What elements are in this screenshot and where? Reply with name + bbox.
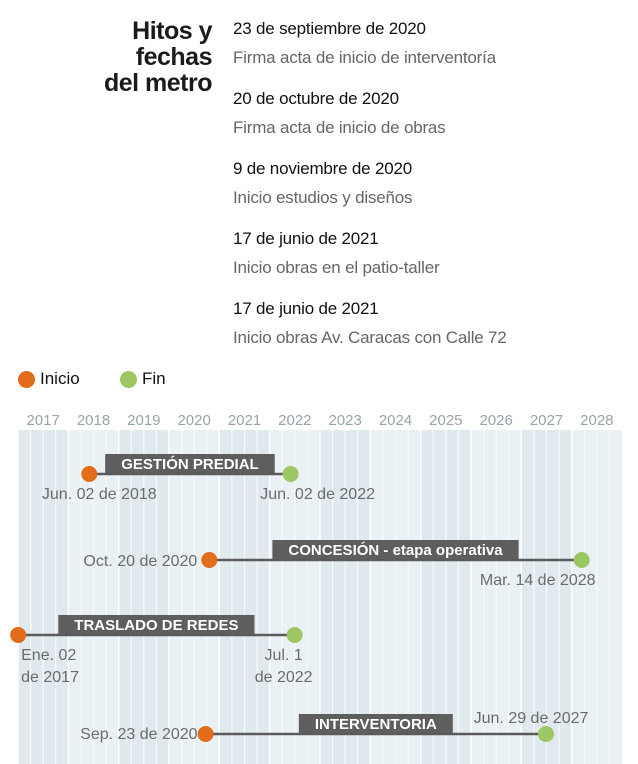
end-date-label: Jun. 29 de 2027: [474, 710, 589, 727]
year-tick-label: 2028: [580, 412, 613, 429]
year-tick-label: 2026: [479, 412, 512, 429]
end-date-label: Mar. 14 de 2028: [480, 572, 596, 589]
task-label-background: [105, 454, 275, 473]
end-dot: [573, 552, 590, 568]
end-dot: [286, 627, 303, 643]
end-dot: [538, 726, 555, 742]
start-dot-icon: [18, 371, 35, 388]
end-date-label: Jun. 02 de 2022: [260, 486, 375, 503]
legend-label-start: Inicio: [40, 369, 80, 388]
end-date-label: de 2022: [255, 669, 313, 686]
task-label: INTERVENTORIA: [315, 716, 437, 733]
start-dot: [81, 466, 98, 482]
year-tick-label: 2023: [328, 412, 361, 429]
milestone-description: Firma acta de inicio de interventoría: [233, 48, 496, 67]
title-line-1: Hitos y: [132, 17, 212, 45]
chart-title: Hitos y fechas del metro: [92, 17, 213, 97]
task-label: GESTIÓN PREDIAL: [121, 455, 259, 473]
milestone-date: 17 de junio de 2021: [233, 229, 379, 248]
year-tick-label: 2024: [379, 412, 412, 429]
start-date-label: Sep. 23 de 2020: [80, 726, 198, 743]
end-dot: [282, 466, 299, 482]
milestone-item: 20 de octubre de 2020 Firma acta de inic…: [233, 88, 633, 158]
year-tick-label: 2017: [26, 412, 59, 429]
year-tick-label: 2025: [429, 412, 462, 429]
title-line-3: del metro: [103, 69, 213, 97]
milestone-description: Firma acta de inicio de obras: [233, 118, 446, 137]
milestone-date: 20 de octubre de 2020: [233, 89, 399, 108]
milestone-description: Inicio estudios y diseños: [233, 188, 413, 207]
start-date-label: Jun. 02 de 2018: [42, 486, 157, 503]
milestone-description: Inicio obras Av. Caracas con Calle 72: [233, 328, 507, 347]
start-date-label: Oct. 20 de 2020: [83, 553, 197, 570]
start-date-label: Ene. 02: [21, 647, 76, 664]
task-label-background: [298, 714, 453, 733]
end-dot-icon: [120, 371, 137, 388]
milestone-item: 17 de junio de 2021 Inicio obras en el p…: [233, 228, 633, 298]
end-date-label: Jul. 1: [265, 647, 303, 664]
milestone-item: 23 de septiembre de 2020 Firma acta de i…: [233, 18, 633, 88]
milestone-date: 23 de septiembre de 2020: [233, 19, 426, 38]
year-tick-label: 2027: [530, 412, 563, 429]
milestone-date: 9 de noviembre de 2020: [233, 159, 412, 178]
start-dot: [201, 552, 218, 568]
year-tick-label: 2022: [278, 412, 311, 429]
milestone-item: 9 de noviembre de 2020 Inicio estudios y…: [233, 158, 633, 228]
start-dot: [197, 726, 214, 742]
milestone-list: 23 de septiembre de 2020 Firma acta de i…: [233, 18, 633, 368]
task-label-background: [58, 615, 255, 634]
task-label: CONCESIÓN - etapa operativa: [288, 541, 503, 559]
task-label-background: [272, 540, 519, 559]
year-tick-label: 2019: [127, 412, 160, 429]
year-tick-label: 2018: [77, 412, 110, 429]
task-label: TRASLADO DE REDES: [74, 617, 238, 634]
milestone-description: Inicio obras en el patio-taller: [233, 258, 440, 277]
year-tick-label: 2021: [228, 412, 261, 429]
start-date-label: de 2017: [21, 669, 79, 686]
year-tick-label: 2020: [177, 412, 210, 429]
title-line-2: fechas: [135, 43, 213, 71]
legend-label-end: Fin: [142, 369, 166, 388]
milestone-date: 17 de junio de 2021: [233, 299, 379, 318]
milestone-item: 17 de junio de 2021 Inicio obras Av. Car…: [233, 298, 633, 368]
timeline-chart: 2017 2018 2019 2020 2021 2022 2023 2024 2025 2026…: [10, 412, 622, 764]
start-dot: [10, 627, 27, 643]
